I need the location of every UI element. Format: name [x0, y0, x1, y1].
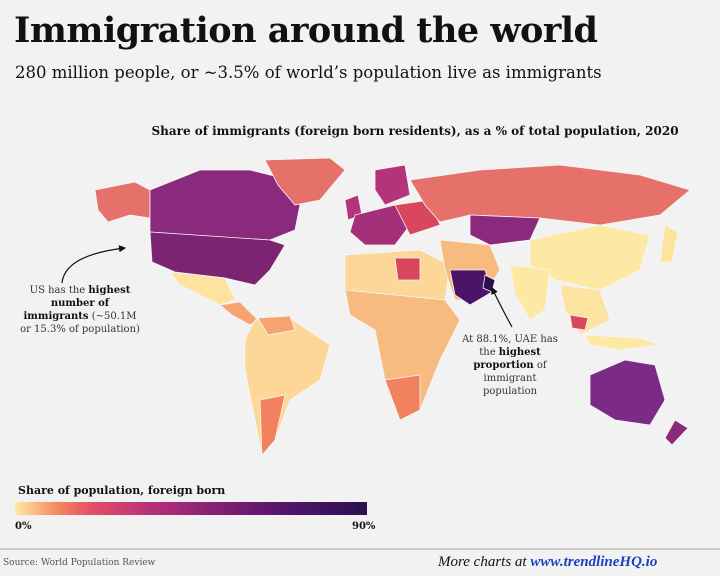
uae-arrow	[491, 286, 513, 328]
us-annotation-text-2: (~50.1M or 15.3% of population)	[20, 311, 140, 335]
alaska	[94, 181, 151, 223]
china	[529, 224, 651, 291]
japan	[659, 224, 679, 263]
footer-divider	[0, 548, 720, 550]
uae-annotation-bold: highest proportion	[473, 347, 541, 371]
uae-annotation: At 88.1%, UAE has the highest proportion…	[455, 333, 565, 398]
malaysia-singapore	[569, 314, 589, 331]
legend-title: Share of population, foreign born	[18, 484, 226, 497]
legend-min-label: 0%	[15, 521, 32, 532]
libya	[394, 257, 421, 281]
central-america	[219, 301, 259, 326]
uae-annotation-text: At 88.1%, UAE has the	[462, 334, 558, 358]
more-charts: More charts at www.trendlineHQ.io	[438, 554, 657, 571]
russia	[409, 164, 691, 226]
us-annotation: US has the highest number of immigrants …	[20, 284, 140, 336]
indonesia	[584, 334, 661, 351]
trendline-link[interactable]: www.trendlineHQ.io	[530, 554, 658, 570]
us-arrow	[61, 245, 127, 284]
page-subtitle: 280 million people, or ~3.5% of world’s …	[15, 63, 602, 82]
scandinavia	[374, 164, 411, 206]
saudi-gulf	[449, 269, 493, 306]
venezuela	[257, 315, 296, 336]
south-america	[244, 317, 331, 456]
kazakhstan	[469, 214, 541, 246]
southern-africa	[384, 374, 421, 421]
new-zealand	[664, 419, 689, 446]
chile-argentina	[259, 394, 286, 457]
source-note: Source: World Population Review	[3, 558, 156, 568]
australia	[589, 359, 666, 426]
uae-annotation-text-2: of immigrant population	[482, 360, 547, 397]
page-title: Immigration around the world	[14, 10, 598, 51]
india	[509, 264, 551, 321]
more-charts-text: More charts at	[438, 554, 531, 570]
legend-max-label: 90%	[352, 521, 376, 532]
us-annotation-bold: highest number of immigrants	[23, 285, 131, 322]
map-title: Share of immigrants (foreign born reside…	[151, 124, 679, 138]
legend-color-scale	[15, 502, 367, 515]
greenland	[264, 157, 346, 206]
usa	[149, 231, 286, 286]
us-annotation-text: US has the	[29, 285, 89, 296]
